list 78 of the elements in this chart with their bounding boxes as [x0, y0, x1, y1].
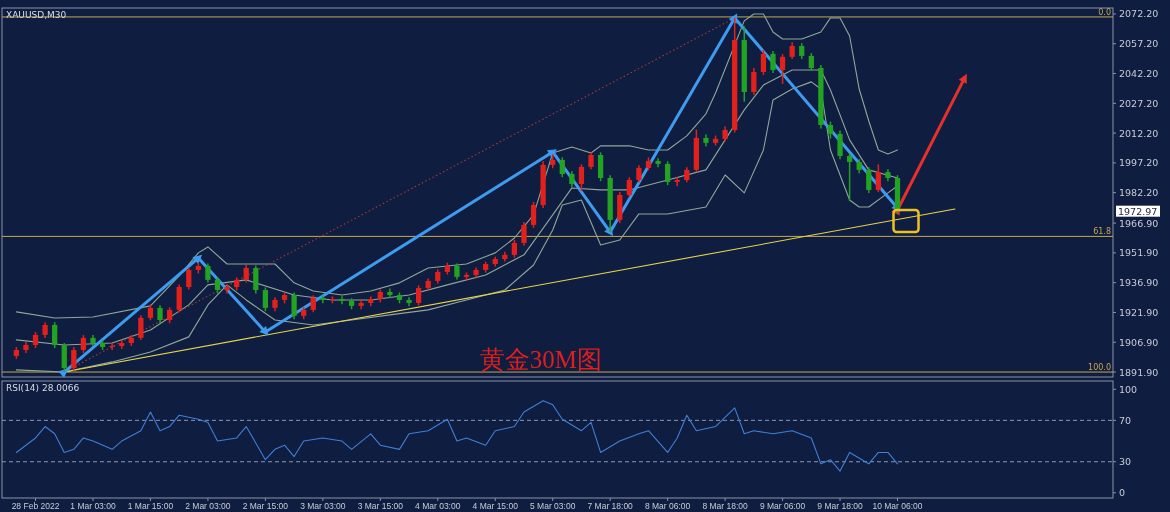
- x-tick-label: 4 Mar 03:00: [415, 501, 461, 511]
- x-tick-label: 3 Mar 15:00: [357, 501, 404, 511]
- x-tick-label: 8 Mar 06:00: [644, 501, 691, 511]
- x-tick-label: 2 Mar 15:00: [242, 501, 289, 511]
- point: [192, 254, 203, 265]
- y-tick-label: 1951.90: [1119, 247, 1159, 259]
- y-tick-label: 1921.90: [1119, 306, 1159, 318]
- chart-title: XAUUSD,M30: [6, 10, 67, 20]
- x-tick-label: 1 Mar 03:00: [70, 501, 116, 511]
- candlestick: [837, 129, 843, 161]
- y-tick-label: 70: [1119, 414, 1132, 426]
- candlestick: [253, 264, 259, 295]
- text: 1972.97: [1118, 206, 1158, 218]
- candlestick: [559, 156, 565, 178]
- x-tick-label: 28 Feb 2022: [11, 501, 60, 511]
- y-tick-label: 2027.20: [1119, 97, 1159, 109]
- x-tick-label: 4 Mar 15:00: [472, 501, 519, 511]
- y-tick-label: 1906.90: [1119, 336, 1159, 348]
- candlestick: [875, 163, 881, 193]
- candlestick: [866, 166, 872, 194]
- candlestick: [760, 49, 767, 76]
- candlestick: [751, 67, 757, 96]
- candlestick: [770, 50, 776, 74]
- annotation: 61.8: [1093, 227, 1111, 237]
- x-tick-label: 9 Mar 18:00: [817, 501, 863, 511]
- annotation: 0.0: [1098, 7, 1111, 17]
- candlestick: [109, 342, 115, 351]
- candlestick: [846, 152, 853, 202]
- annotation: 黄金30M图: [479, 346, 602, 373]
- candlestick: [176, 283, 182, 314]
- candlestick: [138, 314, 144, 341]
- y-tick-label: 1891.90: [1119, 366, 1159, 378]
- x-tick-label: 5 Mar 03:00: [530, 501, 576, 511]
- candlestick: [521, 221, 527, 247]
- y-tick-label: 1982.20: [1119, 187, 1159, 199]
- point: [259, 325, 269, 336]
- chart-title: RSI(14) 28.0066: [6, 383, 80, 393]
- y-tick-label: 0: [1119, 487, 1126, 499]
- point: [546, 149, 557, 158]
- y-tick-label: 2012.20: [1119, 127, 1159, 139]
- candlestick: [578, 163, 585, 192]
- candlestick: [71, 346, 77, 372]
- candlestick: [205, 262, 211, 284]
- candlestick: [262, 286, 269, 313]
- y-tick-label: 2042.20: [1119, 68, 1159, 80]
- y-tick-label: 1936.90: [1119, 277, 1159, 289]
- candlestick: [320, 294, 326, 305]
- candlestick: [655, 157, 661, 169]
- y-tick-label: 1997.20: [1119, 157, 1159, 169]
- candlestick: [406, 296, 412, 308]
- candlestick: [597, 151, 604, 182]
- candlestick: [291, 291, 297, 320]
- candlestick: [779, 53, 786, 85]
- y-tick-label: 100: [1119, 383, 1138, 395]
- candlestick: [415, 284, 422, 307]
- x-tick-label: 2 Mar 03:00: [185, 501, 231, 511]
- x-tick-label: 10 Mar 06:00: [872, 501, 923, 511]
- candlestick: [674, 176, 680, 187]
- annotation: 100.0: [1088, 363, 1111, 373]
- candlestick: [665, 160, 671, 186]
- candlestick: [626, 176, 632, 198]
- candlestick: [358, 299, 364, 311]
- x-tick-label: 9 Mar 06:00: [759, 501, 806, 511]
- candlestick: [224, 283, 230, 295]
- x-tick-label: 3 Mar 03:00: [300, 501, 346, 511]
- candlestick: [339, 295, 345, 306]
- x-tick-label: 8 Mar 18:00: [702, 501, 749, 511]
- y-tick-label: 2072.20: [1119, 8, 1159, 20]
- y-tick-label: 2057.20: [1119, 38, 1159, 50]
- candlestick: [52, 321, 58, 349]
- y-tick-label: 1966.90: [1119, 217, 1159, 229]
- candlestick: [186, 266, 192, 291]
- line-series: [15, 400, 899, 472]
- x-tick-label: 7 Mar 18:00: [587, 501, 634, 511]
- x-tick-label: 1 Mar 15:00: [127, 501, 174, 511]
- y-tick-label: 30: [1119, 456, 1132, 468]
- candlestick: [530, 201, 537, 229]
- candlestick: [387, 287, 393, 300]
